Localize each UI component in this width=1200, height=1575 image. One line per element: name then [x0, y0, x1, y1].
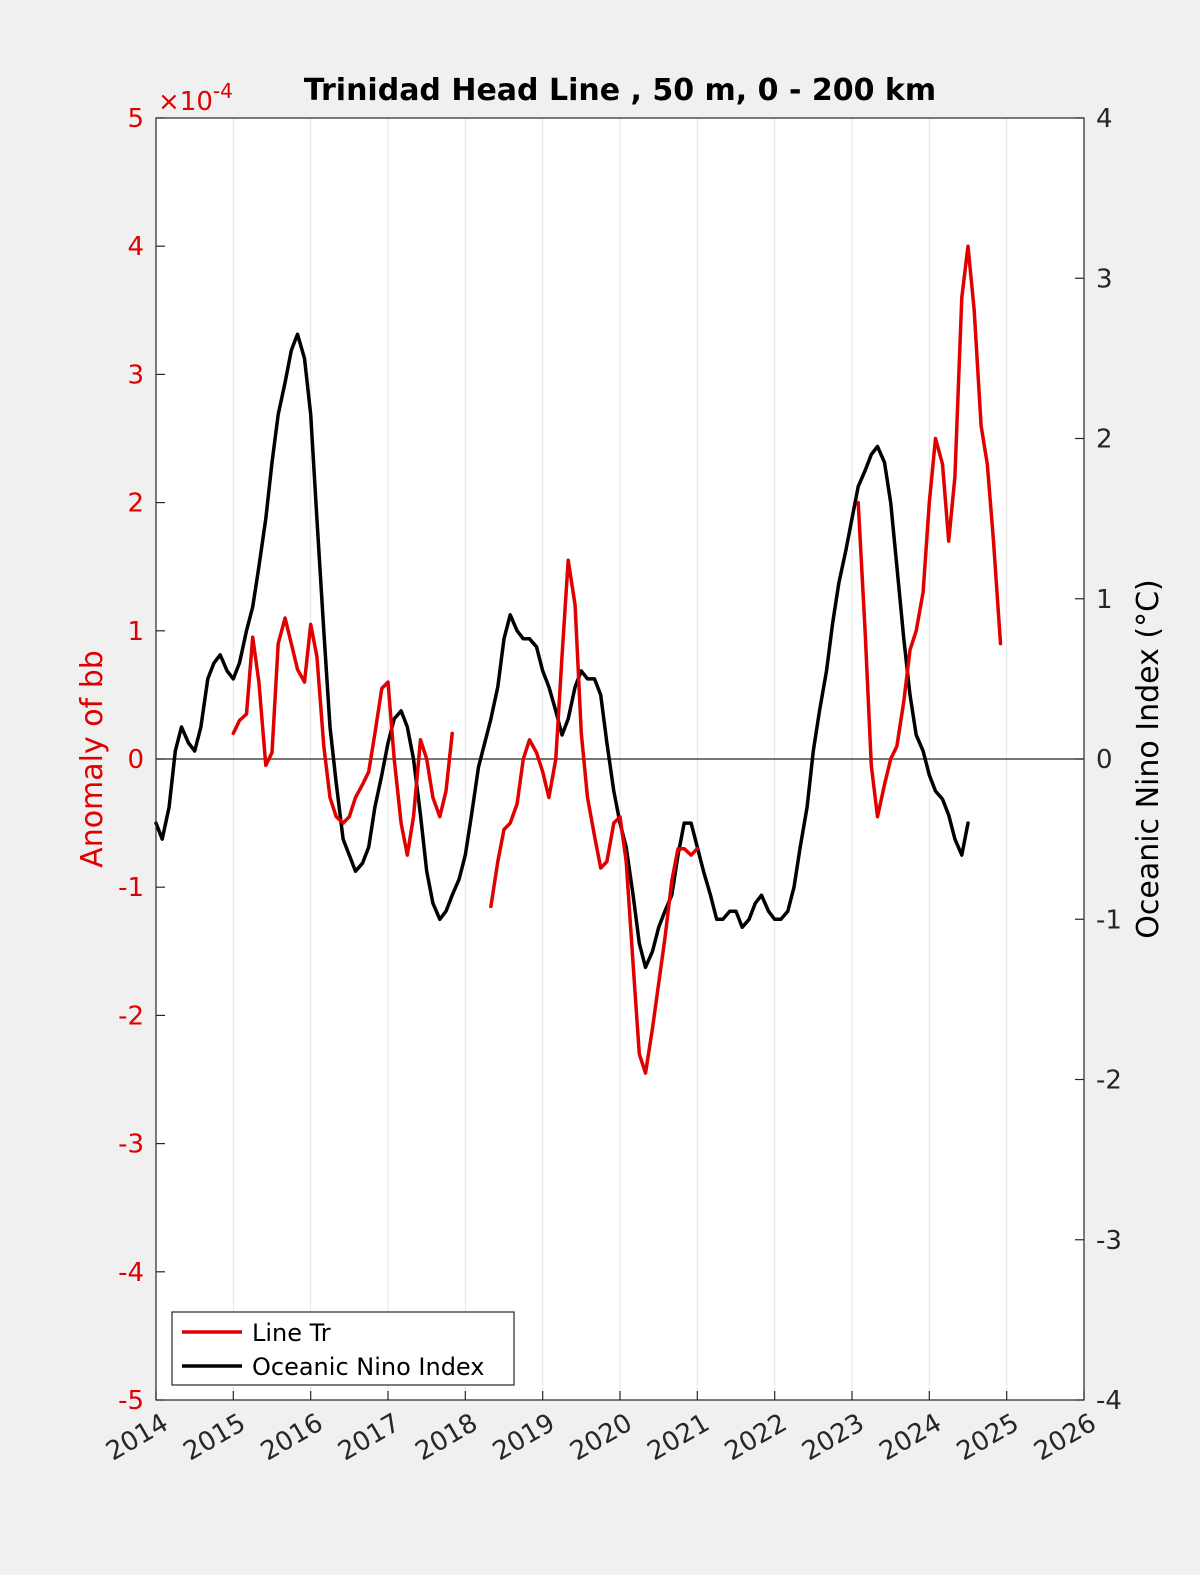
y-right-tick-label: 2	[1096, 425, 1113, 455]
y-right-tick-label: 4	[1096, 104, 1113, 134]
series-line-tr	[856, 244, 1003, 819]
y-left-tick-label: 3	[127, 360, 144, 390]
y-axis-right-label: Oceanic Nino Index (°C)	[1131, 579, 1166, 939]
y-left-tick-label: 2	[127, 489, 144, 519]
y-left-tick-label: 4	[127, 232, 144, 262]
series-line-tr	[489, 558, 700, 1075]
y-left-tick-label: -2	[118, 1001, 144, 1031]
left-axis-exponent-power: -4	[213, 79, 233, 103]
y-right-tick-label: -2	[1096, 1066, 1122, 1096]
y-right-tick-label: 1	[1096, 585, 1113, 615]
series-oni	[154, 332, 970, 970]
chart-title: Trinidad Head Line , 50 m, 0 - 200 km	[304, 73, 936, 108]
y-left-tick-label: -5	[118, 1386, 144, 1416]
legend: Line Tr Oceanic Nino Index	[171, 1311, 515, 1386]
legend-label-oni: Oceanic Nino Index	[252, 1353, 484, 1381]
y-right-tick-label: -1	[1096, 905, 1122, 935]
y-left-tick-label: -3	[118, 1130, 144, 1160]
legend-label-line-tr: Line Tr	[252, 1319, 331, 1347]
y-left-tick-label: 0	[127, 745, 144, 775]
y-left-tick-label: 1	[127, 617, 144, 647]
y-right-tick-label: 3	[1096, 264, 1113, 294]
y-axis-left-label: Anomaly of bb	[75, 650, 110, 868]
left-axis-exponent: ×10-4	[158, 79, 233, 117]
series-line-tr	[231, 616, 454, 857]
series-layer	[154, 244, 1003, 1075]
y-right-tick-label: -4	[1096, 1386, 1122, 1416]
legend-box	[171, 1311, 515, 1386]
y-right-tick-label: -3	[1096, 1226, 1122, 1256]
y-left-tick-label: -1	[118, 873, 144, 903]
left-axis-exponent-base: ×10	[158, 87, 213, 117]
y-left-tick-label: -4	[118, 1258, 144, 1288]
y-left-tick-label: 5	[127, 104, 144, 134]
y-right-tick-label: 0	[1096, 745, 1113, 775]
